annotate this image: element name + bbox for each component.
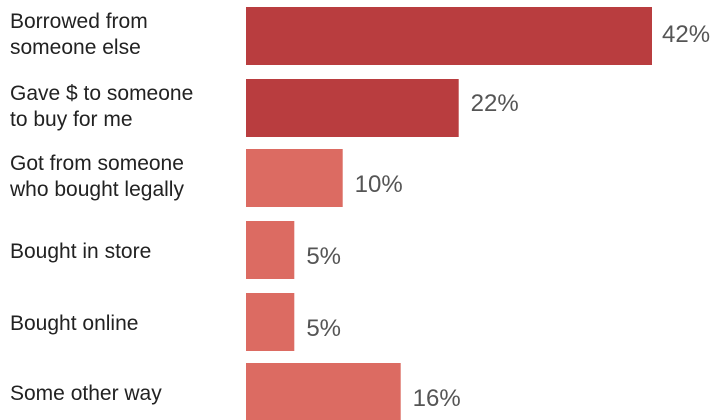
category-label-5: Bought online (10, 312, 139, 335)
bar-1 (246, 7, 652, 65)
value-label-5: 5% (306, 315, 342, 342)
category-label-2: Gave $ to someone to buy for me (10, 82, 194, 131)
bar-3 (246, 149, 343, 207)
bar-5 (246, 293, 295, 351)
bar-2 (246, 79, 459, 137)
value-label-4: 5% (306, 243, 342, 270)
category-label-3: Got from someone who bought legally (10, 152, 184, 201)
value-label-2: 22% (470, 90, 519, 117)
category-label-1: Borrowed from someone else (10, 10, 148, 59)
bar-4 (246, 221, 295, 279)
category-label-4: Bought in store (10, 240, 152, 263)
category-label-6: Some other way (10, 382, 162, 405)
bar-6 (246, 363, 401, 420)
value-label-6: 16% (412, 385, 461, 412)
value-label-1: 42% (662, 21, 711, 48)
value-label-3: 10% (354, 171, 403, 198)
